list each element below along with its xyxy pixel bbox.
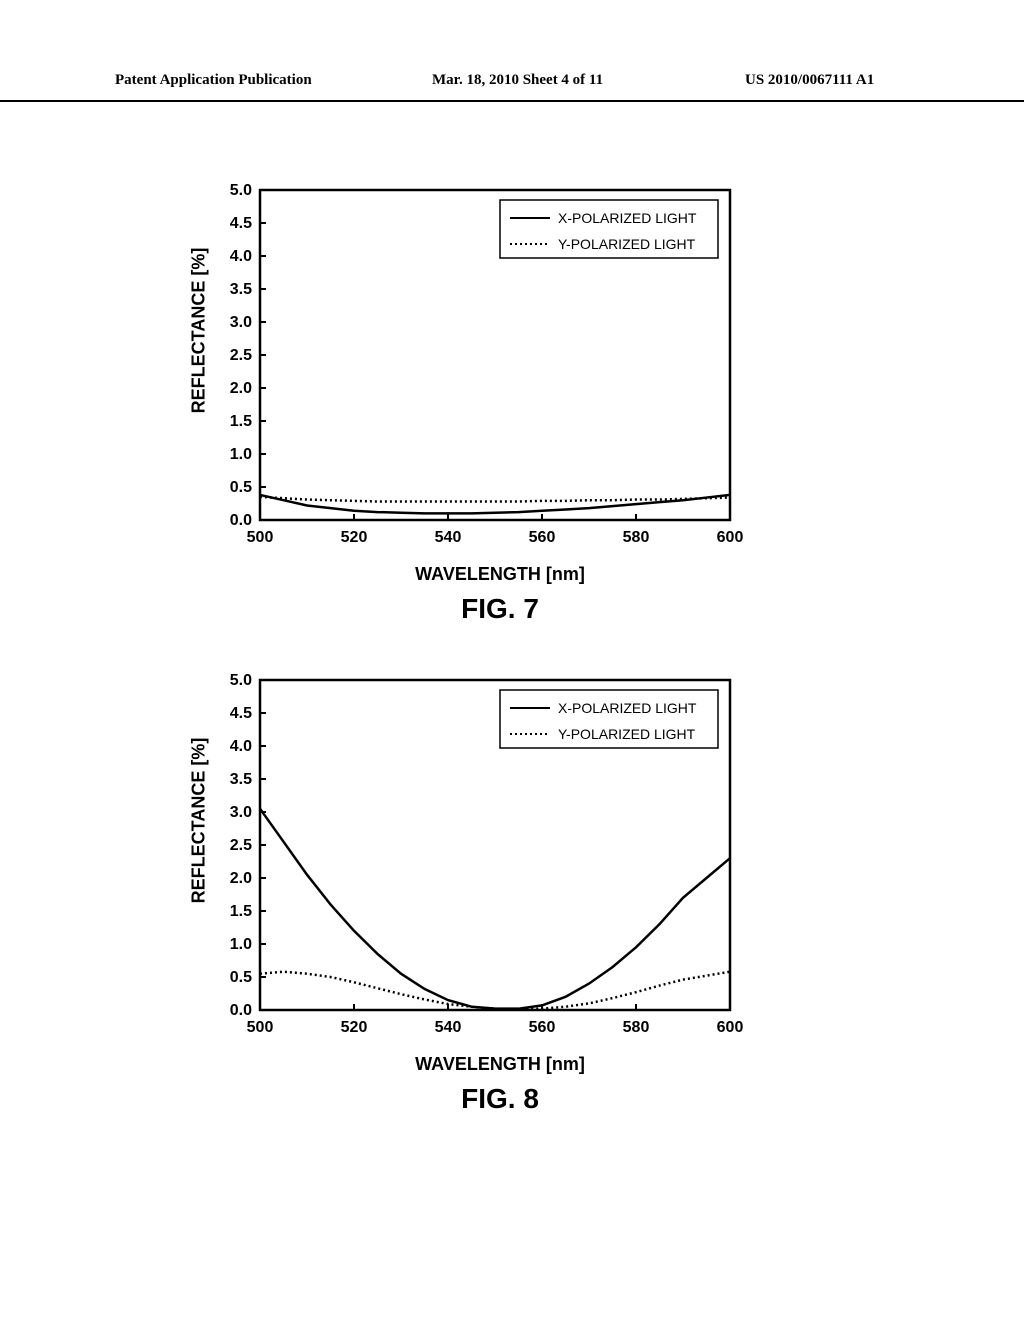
- svg-text:0.0: 0.0: [230, 1002, 252, 1019]
- svg-text:2.0: 2.0: [230, 380, 252, 397]
- svg-text:0.5: 0.5: [230, 969, 252, 986]
- svg-text:1.0: 1.0: [230, 446, 252, 463]
- svg-text:580: 580: [623, 1019, 650, 1036]
- figure-7: REFLECTANCE [%] 0.0 0.5 1.0 1.5 2.0 2.5 3.0 3.5…: [190, 180, 750, 625]
- svg-text:580: 580: [623, 529, 650, 546]
- svg-text:3.0: 3.0: [230, 804, 252, 821]
- svg-text:520: 520: [341, 1019, 368, 1036]
- fig7-xlabel: WAVELENGTH [nm]: [190, 564, 750, 585]
- svg-text:560: 560: [529, 1019, 556, 1036]
- fig8-ylabel: REFLECTANCE [%]: [188, 738, 209, 904]
- svg-text:560: 560: [529, 529, 556, 546]
- fig7-caption: FIG. 7: [190, 593, 750, 625]
- svg-text:2.5: 2.5: [230, 347, 252, 364]
- fig8-xlabel: WAVELENGTH [nm]: [190, 1054, 750, 1075]
- svg-text:4.0: 4.0: [230, 738, 252, 755]
- svg-text:4.0: 4.0: [230, 248, 252, 265]
- svg-text:600: 600: [717, 529, 744, 546]
- svg-text:500: 500: [247, 1019, 274, 1036]
- svg-text:X-POLARIZED LIGHT: X-POLARIZED LIGHT: [558, 700, 697, 716]
- svg-text:1.5: 1.5: [230, 413, 252, 430]
- svg-text:2.0: 2.0: [230, 870, 252, 887]
- svg-text:500: 500: [247, 529, 274, 546]
- fig7-ylabel: REFLECTANCE [%]: [188, 248, 209, 414]
- svg-text:4.5: 4.5: [230, 215, 252, 232]
- svg-text:540: 540: [435, 529, 462, 546]
- svg-text:5.0: 5.0: [230, 182, 252, 199]
- fig8-chart: 0.0 0.5 1.0 1.5 2.0 2.5 3.0 3.5 4.0 4.5 5.0 500 520 5…: [190, 670, 750, 1050]
- svg-text:3.5: 3.5: [230, 281, 252, 298]
- header-center: Mar. 18, 2010 Sheet 4 of 11: [432, 72, 603, 89]
- figure-8: REFLECTANCE [%] 0.0 0.5 1.0 1.5 2.0 2.5 3.0 3.5…: [190, 670, 750, 1115]
- header-left: Patent Application Publication: [115, 72, 312, 89]
- svg-text:600: 600: [717, 1019, 744, 1036]
- svg-text:1.5: 1.5: [230, 903, 252, 920]
- fig7-chart: 0.0 0.5 1.0 1.5 2.0 2.5 3.0 3.5 4.0 4.5 5.0 500 520 5…: [190, 180, 750, 560]
- svg-text:0.5: 0.5: [230, 479, 252, 496]
- svg-text:5.0: 5.0: [230, 672, 252, 689]
- patent-header: Patent Application Publication Mar. 18, …: [0, 72, 1024, 102]
- fig8-caption: FIG. 8: [190, 1083, 750, 1115]
- svg-text:Y-POLARIZED LIGHT: Y-POLARIZED LIGHT: [558, 726, 696, 742]
- header-right: US 2010/0067111 A1: [745, 72, 874, 89]
- svg-text:3.0: 3.0: [230, 314, 252, 331]
- svg-text:1.0: 1.0: [230, 936, 252, 953]
- svg-text:2.5: 2.5: [230, 837, 252, 854]
- svg-text:3.5: 3.5: [230, 771, 252, 788]
- svg-text:4.5: 4.5: [230, 705, 252, 722]
- svg-text:0.0: 0.0: [230, 512, 252, 529]
- svg-text:540: 540: [435, 1019, 462, 1036]
- svg-text:Y-POLARIZED LIGHT: Y-POLARIZED LIGHT: [558, 236, 696, 252]
- svg-text:X-POLARIZED LIGHT: X-POLARIZED LIGHT: [558, 210, 697, 226]
- svg-text:520: 520: [341, 529, 368, 546]
